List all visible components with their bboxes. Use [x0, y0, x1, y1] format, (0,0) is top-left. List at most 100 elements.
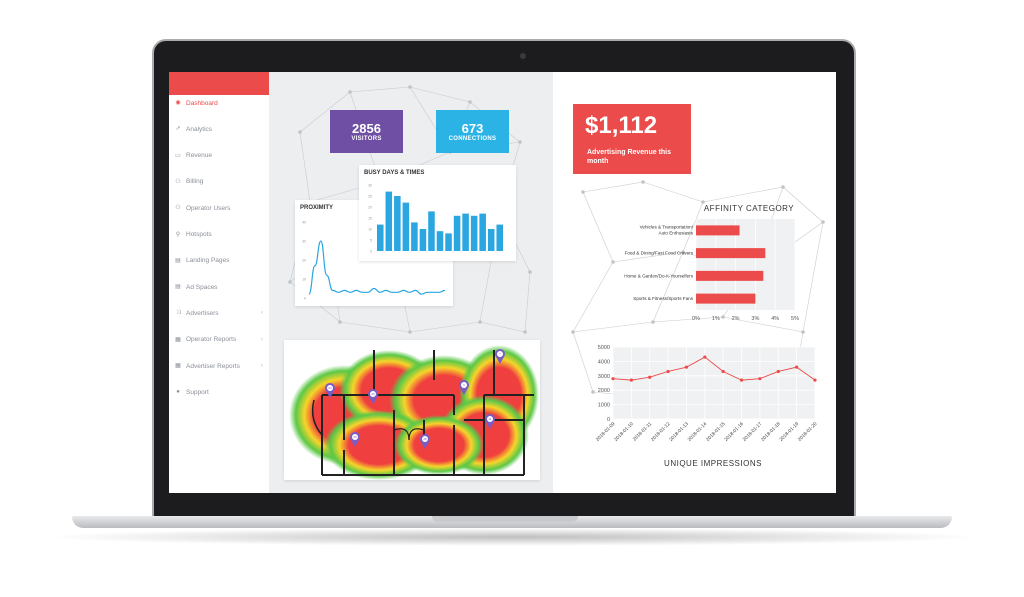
data-point	[703, 355, 707, 359]
location-pin-icon[interactable]: 23	[325, 383, 335, 398]
y-tick-label: 5	[370, 239, 372, 243]
y-tick-label: 10	[368, 228, 372, 232]
advertising-panel: $1,112 Advertising Revenue this month AF…	[553, 72, 836, 493]
network-node	[611, 260, 615, 264]
data-point	[813, 378, 817, 382]
network-node	[478, 320, 482, 324]
impressions-title: UNIQUE IMPRESSIONS	[664, 459, 762, 468]
category-label: Food & Dining/Fast Food Cravers	[625, 251, 694, 256]
network-line	[582, 191, 614, 263]
plot-area	[613, 347, 815, 419]
network-node	[701, 200, 705, 204]
x-tick-label: 1%	[712, 316, 720, 322]
network-node	[348, 90, 352, 94]
sidebar-item-advertisers[interactable]: ⤨ Advertisers ‹	[175, 307, 267, 319]
y-tick-label: 15	[368, 217, 372, 221]
location-pin-icon[interactable]: 11	[485, 414, 495, 429]
connections-label: CONNECTIONS	[448, 136, 497, 142]
bar	[496, 224, 503, 251]
sidebar-item-operator-reports[interactable]: ▦ Operator Reports ‹	[175, 334, 267, 346]
location-pin-icon[interactable]: 28	[420, 434, 430, 449]
network-line	[524, 271, 531, 333]
pin-center	[422, 436, 428, 442]
y-tick-label: 0	[370, 250, 372, 254]
visitors-tile[interactable]: 2856 VISITORS	[330, 110, 403, 153]
bar	[428, 211, 435, 251]
network-line	[572, 261, 614, 333]
hotspot-pins: 23 25 26 28 9 11 7	[325, 349, 505, 449]
sidebar-item-label: Operator Reports	[186, 336, 237, 344]
location-pin-icon[interactable]: 9	[459, 380, 469, 395]
sidebar-item-label: Hotspots	[186, 231, 212, 238]
sidebar-item-advertiser-reports[interactable]: ▦ Advertiser Reports ‹	[175, 360, 267, 372]
network-node	[781, 185, 785, 189]
sidebar-item-support[interactable]: ● Support	[175, 386, 267, 398]
data-point	[666, 369, 670, 374]
pin-label: 11	[488, 417, 491, 421]
network-node	[518, 140, 522, 144]
sidebar-item-ad-spaces[interactable]: ▤ Ad Spaces	[175, 281, 267, 293]
heatmap-chart: 23 25 26 28 9 11 7	[289, 345, 539, 480]
location-pin-icon[interactable]: 26	[350, 432, 360, 447]
sidebar-item-billing[interactable]: ⚇ Billing	[175, 176, 267, 188]
screen: ◉ Dashboard ↗ Analytics ▭ Revenue ⚇ Billing ⚇ Ope…	[169, 72, 836, 493]
network-node	[338, 320, 342, 324]
sidebar-item-revenue[interactable]: ▭ Revenue	[175, 150, 267, 162]
revenue-label: Advertising Revenue this month	[587, 149, 672, 165]
bar	[696, 270, 764, 281]
network-node	[571, 330, 575, 334]
bar	[696, 248, 766, 259]
network-line	[702, 186, 784, 203]
network-node	[591, 390, 595, 394]
network-line	[802, 221, 824, 333]
sidebar-item-label: Operator Users	[186, 204, 231, 212]
report-icon: ▦	[175, 336, 181, 343]
bar	[419, 229, 427, 251]
pin-center	[461, 382, 467, 388]
network-line	[409, 321, 481, 333]
network-line	[349, 86, 411, 93]
visitors-label: VISITORS	[351, 136, 382, 142]
sidebar-item-hotspots[interactable]: ⚲ Hotspots	[175, 229, 267, 241]
connections-value: 673	[461, 121, 484, 136]
category-label: Auto Enthusiasts	[659, 230, 694, 235]
y-tick-label: 30	[368, 184, 372, 188]
sidebar-item-analytics[interactable]: ↗ Analytics	[175, 123, 267, 135]
location-pin-icon[interactable]: 25	[368, 389, 378, 404]
network-node	[821, 220, 825, 224]
data-point	[758, 377, 762, 381]
sidebar-item-label: Landing Pages	[186, 257, 230, 265]
network-line	[409, 86, 471, 103]
sidebar-item-landing-pages[interactable]: ▤ Landing Pages	[175, 255, 267, 267]
analytics-icon: ↗	[175, 126, 181, 133]
sidebar-item-label: Billing	[186, 178, 204, 186]
pin-center	[487, 416, 493, 422]
sidebar-item-dashboard[interactable]: ◉ Dashboard	[175, 97, 267, 109]
network-line	[299, 91, 351, 133]
affinity-title: AFFINITY CATEGORY	[704, 204, 794, 213]
category-label: Home & Garden/Do-It-Yourselfers	[624, 273, 693, 278]
location-pin-icon[interactable]: 7	[495, 349, 505, 364]
laptop-shadow	[40, 528, 984, 546]
proximity-chart: 40 30 20 10 0	[302, 221, 446, 301]
pin-label: 9	[463, 383, 465, 387]
network-line	[682, 201, 704, 253]
network-node	[528, 270, 532, 274]
revenue-tile[interactable]: $1,112 Advertising Revenue this month	[573, 104, 691, 174]
y-tick-label: 40	[302, 221, 306, 225]
bar	[696, 225, 740, 236]
location-pin-icon: ⚲	[175, 231, 181, 238]
data-point	[629, 378, 633, 382]
heatmap-floorplan[interactable]: 23 25 26 28 9 11 7	[284, 340, 540, 480]
y-tick-label: 20	[368, 206, 372, 210]
x-tick-label: 4%	[771, 316, 779, 322]
sidebar-item-operator-users[interactable]: ⚇ Operator Users	[175, 202, 267, 214]
connections-tile[interactable]: 673 CONNECTIONS	[436, 110, 509, 153]
floorplan-walls	[311, 350, 534, 476]
y-tick-label: 3000	[598, 374, 610, 380]
network-node	[468, 100, 472, 104]
network-line	[299, 131, 311, 203]
data-point	[721, 369, 725, 374]
bar	[470, 215, 478, 251]
data-point	[739, 378, 744, 382]
